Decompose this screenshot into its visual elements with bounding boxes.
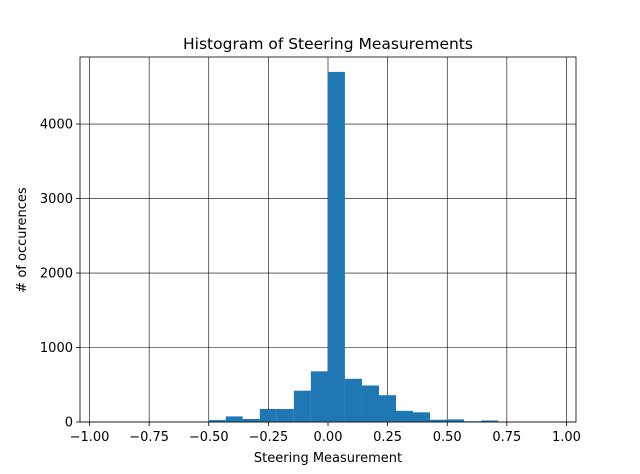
y-tick-label: 3000 xyxy=(40,192,73,207)
x-tick-label: 0.25 xyxy=(373,430,402,445)
histogram-bar xyxy=(225,416,243,422)
histogram-bar xyxy=(242,419,260,422)
y-axis-label: # of occurences xyxy=(15,187,30,293)
y-tick-label: 0 xyxy=(65,416,73,431)
histogram-bar xyxy=(310,371,328,422)
histogram-bar xyxy=(259,408,277,422)
histogram-bar xyxy=(276,408,294,422)
x-tick-label: 1.00 xyxy=(552,430,581,445)
bars xyxy=(208,71,499,423)
histogram-bar xyxy=(430,419,448,422)
x-tick-label: −0.75 xyxy=(129,430,169,445)
x-axis-label: Steering Measurement xyxy=(254,451,402,466)
histogram-bar xyxy=(447,419,465,422)
y-tick-label: 2000 xyxy=(40,267,73,282)
histogram-bar xyxy=(208,420,226,422)
histogram-bar xyxy=(481,420,499,422)
x-tick-label: 0.50 xyxy=(433,430,462,445)
x-tick-label: −0.50 xyxy=(189,430,229,445)
chart-title: Histogram of Steering Measurements xyxy=(183,35,473,53)
x-tick-label: 0.00 xyxy=(314,430,343,445)
y-tick-label: 4000 xyxy=(40,118,73,133)
histogram-bar xyxy=(361,385,379,422)
histogram-bar xyxy=(378,395,397,422)
y-axis-ticks: 0 1000 2000 3000 4000 xyxy=(40,118,80,431)
x-axis-ticks: −1.00 −0.75 −0.50 −0.25 0.00 0.25 0.50 0.75 1.00 xyxy=(70,422,581,445)
x-tick-label: −0.25 xyxy=(248,430,288,445)
x-tick-label: −1.00 xyxy=(70,430,110,445)
histogram-bar xyxy=(293,390,311,422)
histogram-bar xyxy=(327,71,345,423)
x-tick-label: 0.75 xyxy=(492,430,521,445)
histogram-bar xyxy=(413,412,431,422)
histogram-bar xyxy=(344,378,362,422)
histogram-bar xyxy=(396,410,414,422)
y-tick-label: 1000 xyxy=(40,341,73,356)
